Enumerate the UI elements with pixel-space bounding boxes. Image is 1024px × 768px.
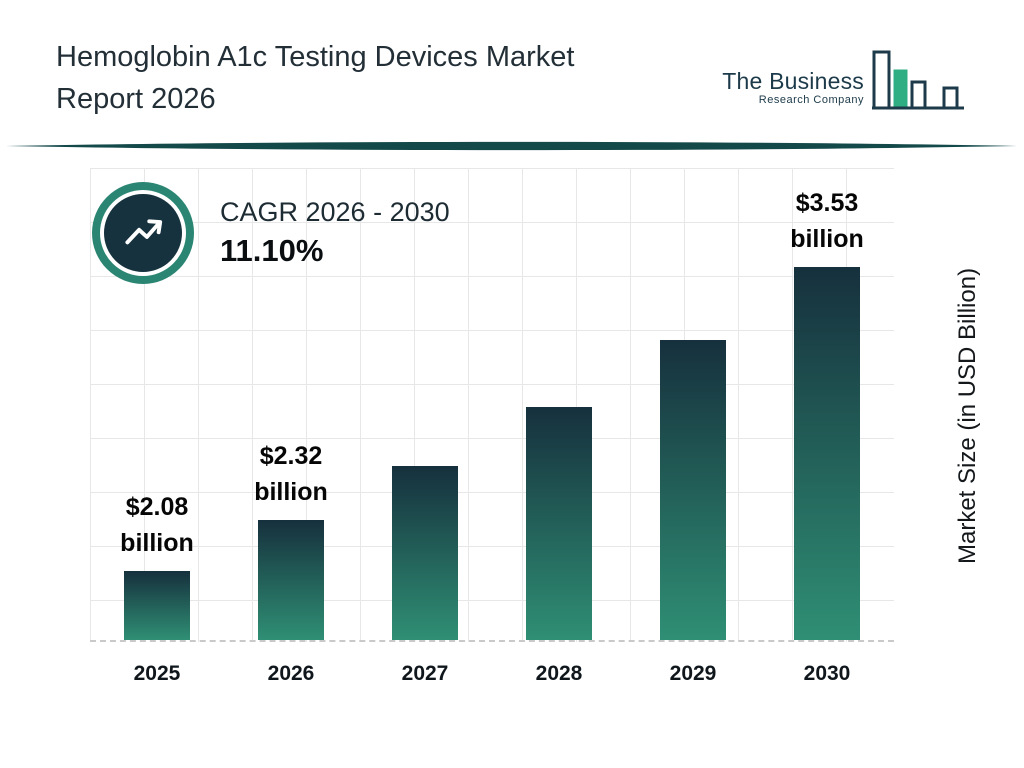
x-axis-label-2030: 2030 — [803, 662, 851, 685]
bar-2029 — [660, 340, 726, 640]
bar-chart-logo-icon — [872, 50, 964, 110]
header: Hemoglobin A1c Testing Devices Market Re… — [0, 0, 1024, 122]
plot-area: $2.08 billion $2.32 billion $3.53 billion — [90, 168, 894, 642]
cagr-value: 11.10% — [220, 233, 324, 268]
company-logo-text: The Business Research Company — [722, 46, 864, 106]
bar-2030 — [794, 267, 860, 640]
company-logo-tagline: Research Company — [758, 94, 864, 106]
bar-2027 — [392, 466, 458, 640]
cagr-label: CAGR 2026 - 2030 — [220, 197, 450, 227]
company-logo-name: The Business — [722, 68, 864, 94]
chart: $2.08 billion $2.32 billion $3.53 billion 202… — [0, 156, 1024, 731]
bar-value-label-2026: $2.32 billion — [254, 441, 328, 506]
x-axis-label-2029: 2029 — [669, 662, 717, 685]
cagr-badge-inner — [100, 190, 186, 276]
bar-2025 — [123, 571, 190, 640]
cagr-text: CAGR 2026 - 2030 11.10% — [220, 197, 450, 269]
cagr-badge-group: CAGR 2026 - 2030 11.10% — [92, 182, 450, 284]
x-axis-label-2025: 2025 — [133, 662, 181, 685]
page-title-line2: Report 2026 — [56, 83, 216, 116]
bar-value-label-2030: $3.53 billion — [790, 188, 864, 253]
company-logo: The Business Research Company — [722, 46, 968, 122]
x-axis-label-2026: 2026 — [267, 662, 315, 685]
trend-up-icon — [125, 219, 163, 245]
x-axis-label-2027: 2027 — [401, 662, 449, 685]
bar-value-label-2025: $2.08 billion — [120, 492, 194, 557]
divider-line — [6, 141, 1018, 151]
x-axis-label-2028: 2028 — [535, 662, 583, 685]
bar-2028 — [526, 407, 592, 640]
page-title-line1: Hemoglobin A1c Testing Devices Market — [56, 41, 575, 73]
bar-2026 — [258, 520, 324, 640]
y-axis-label: Market Size (in USD Billion) — [954, 267, 981, 565]
page-title: Hemoglobin A1c Testing Devices Market Re… — [56, 36, 575, 120]
x-axis-labels: 2025 2026 2027 2028 2029 2030 — [90, 652, 894, 692]
cagr-badge — [92, 182, 194, 284]
